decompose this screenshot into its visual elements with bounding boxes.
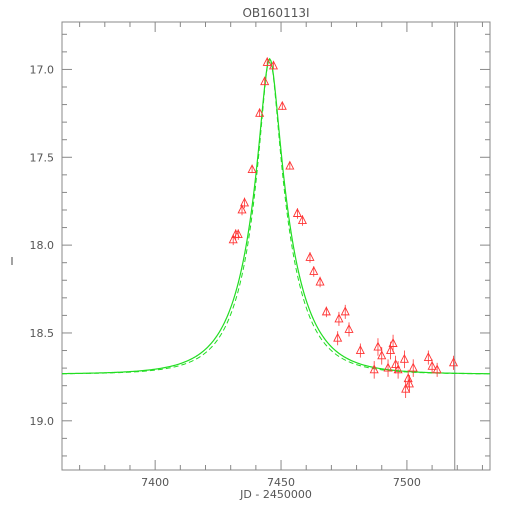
data-point <box>233 229 243 240</box>
data-point <box>305 251 315 263</box>
x-tick-label: 7450 <box>267 476 295 489</box>
data-point <box>344 322 354 337</box>
data-point <box>333 331 343 346</box>
y-tick-label: 18.5 <box>30 327 55 340</box>
data-point <box>247 164 257 174</box>
data-point <box>355 343 365 358</box>
data-points <box>228 56 459 398</box>
data-point <box>334 311 344 326</box>
triangle-marker <box>355 345 365 354</box>
model-curve-solid <box>61 57 491 375</box>
x-axis-ticks: 7400 7450 7500 <box>79 22 483 489</box>
triangle-marker <box>393 364 403 374</box>
data-point <box>255 107 265 117</box>
triangle-marker <box>233 229 243 239</box>
data-point <box>268 60 279 70</box>
data-point <box>427 359 437 374</box>
data-point <box>340 304 350 319</box>
triangle-marker <box>315 276 325 286</box>
triangle-marker <box>255 107 265 117</box>
plot-frame <box>61 21 491 471</box>
triangle-marker <box>388 338 398 347</box>
data-point <box>408 359 418 377</box>
triangle-marker <box>448 357 459 367</box>
data-point <box>277 100 287 110</box>
model-curve-dashed <box>61 57 491 375</box>
triangle-marker <box>260 76 270 86</box>
triangle-marker <box>305 251 315 261</box>
data-point <box>315 276 325 288</box>
data-point <box>404 375 414 393</box>
data-point <box>297 215 307 226</box>
triangle-marker <box>391 359 401 369</box>
triangle-marker <box>344 323 354 333</box>
data-point <box>383 359 393 377</box>
triangle-marker <box>297 215 307 224</box>
y-tick-label: 17.5 <box>30 151 55 164</box>
triangle-marker <box>228 234 238 244</box>
data-point <box>423 350 433 365</box>
y-tick-label: 18.0 <box>30 239 55 252</box>
data-point <box>432 362 442 377</box>
triangle-marker <box>377 350 387 360</box>
data-point <box>260 76 270 86</box>
triangle-marker <box>408 362 418 372</box>
y-tick-label: 17.0 <box>30 63 55 76</box>
triangle-marker <box>268 60 279 70</box>
data-point <box>321 306 331 318</box>
data-point <box>262 56 272 66</box>
data-point <box>388 334 398 353</box>
data-point <box>401 380 411 398</box>
triangle-marker <box>292 208 302 217</box>
triangle-marker <box>404 378 414 388</box>
data-point <box>309 265 319 277</box>
triangle-marker <box>285 160 295 170</box>
x-axis-label: JD - 2450000 <box>239 488 312 501</box>
triangle-marker <box>277 100 287 110</box>
triangle-marker <box>334 313 344 323</box>
triangle-marker <box>309 265 319 275</box>
data-point <box>448 355 459 370</box>
triangle-marker <box>247 164 257 174</box>
model-curves <box>61 57 491 375</box>
chart-title: OB160113I <box>242 6 309 20</box>
triangle-marker <box>237 204 247 214</box>
triangle-marker <box>383 362 393 372</box>
triangle-marker <box>321 306 331 316</box>
triangle-marker <box>427 360 437 370</box>
data-point <box>239 197 250 209</box>
y-tick-label: 19.0 <box>30 415 55 428</box>
data-point <box>373 338 383 356</box>
x-tick-label: 7500 <box>393 476 421 489</box>
x-tick-label: 7400 <box>141 476 169 489</box>
data-point <box>285 160 295 170</box>
data-point <box>399 350 409 369</box>
triangle-marker <box>239 197 250 207</box>
y-axis-label: I <box>10 255 13 268</box>
triangle-marker <box>340 306 350 316</box>
data-point <box>228 234 238 246</box>
triangle-marker <box>399 353 409 363</box>
y-axis-ticks: 17.0 17.5 18.0 18.5 19.0 <box>30 33 490 457</box>
triangle-marker <box>401 383 411 393</box>
triangle-marker <box>423 352 433 362</box>
plot-border <box>61 21 491 471</box>
triangle-marker <box>333 332 343 342</box>
data-point <box>369 361 379 379</box>
triangle-marker <box>386 345 396 354</box>
data-point <box>377 347 387 365</box>
triangle-marker <box>373 341 383 351</box>
triangle-marker <box>369 364 379 374</box>
triangle-marker <box>432 364 442 374</box>
triangle-marker <box>262 56 272 66</box>
data-point <box>237 204 247 216</box>
data-point <box>292 208 302 219</box>
data-point <box>393 361 403 379</box>
